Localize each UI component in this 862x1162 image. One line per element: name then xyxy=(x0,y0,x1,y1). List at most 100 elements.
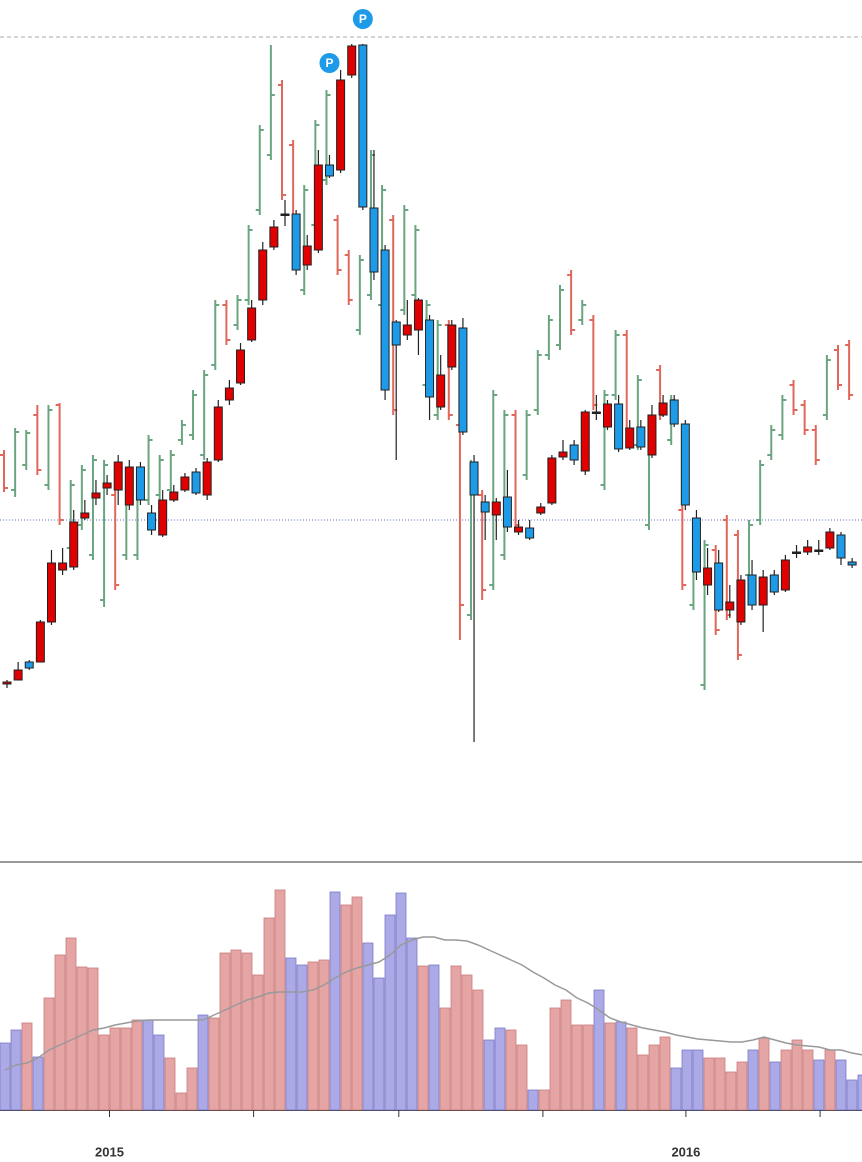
volume-bar xyxy=(197,1014,209,1111)
candle-body xyxy=(336,79,346,171)
volume-bar xyxy=(87,967,99,1111)
candle-body xyxy=(380,249,390,391)
volume-bar xyxy=(582,1024,594,1111)
volume-bar xyxy=(65,937,77,1111)
volume-bar xyxy=(252,974,264,1111)
volume-bar xyxy=(120,1027,132,1111)
candle-body xyxy=(625,427,635,449)
volume-bar xyxy=(406,937,418,1111)
candle-body xyxy=(758,576,768,606)
volume-bar xyxy=(98,1034,110,1111)
candle-body xyxy=(313,164,323,251)
volume-bar xyxy=(32,1056,44,1111)
volume-bar xyxy=(241,952,253,1111)
candle-body xyxy=(436,374,446,408)
candle-body xyxy=(736,579,746,623)
volume-bar xyxy=(153,1034,165,1111)
candle-body xyxy=(13,669,23,681)
candle-body xyxy=(236,349,246,384)
candle-body xyxy=(180,476,190,491)
volume-bar xyxy=(175,1092,187,1111)
candle-body xyxy=(558,451,568,458)
volume-bar xyxy=(428,964,440,1111)
volume-bar xyxy=(835,1059,847,1111)
candle-body xyxy=(391,321,401,346)
volume-bar xyxy=(516,1044,528,1111)
volume-bar xyxy=(461,974,473,1111)
candle-body xyxy=(725,601,735,611)
candle-body xyxy=(124,466,134,506)
volume-bar xyxy=(681,1049,693,1111)
volume-bar xyxy=(21,1022,33,1111)
candle-body xyxy=(747,574,757,606)
volume-bar xyxy=(802,1049,814,1111)
candle-body xyxy=(447,324,457,368)
volume-bar xyxy=(857,1074,862,1111)
volume-bar xyxy=(659,1036,671,1111)
volume-bar xyxy=(340,904,352,1111)
candle-body xyxy=(580,411,590,472)
volume-bar xyxy=(758,1037,770,1111)
candle-body xyxy=(825,531,835,549)
candle-body xyxy=(792,551,802,554)
volume-bar xyxy=(494,1027,506,1111)
candle-body xyxy=(536,506,546,514)
candle-body xyxy=(91,492,101,499)
candle-body xyxy=(703,567,713,586)
volume-bar xyxy=(274,889,286,1111)
candle-body xyxy=(147,512,157,531)
candle-body xyxy=(80,512,90,519)
candle-body xyxy=(591,411,601,414)
candle-body xyxy=(24,661,34,669)
candle-body xyxy=(191,471,201,494)
candle-body xyxy=(258,249,268,301)
volume-bar xyxy=(670,1067,682,1111)
volume-bar xyxy=(373,977,385,1111)
candle-body xyxy=(224,387,234,401)
volume-bar xyxy=(846,1079,858,1111)
candle-body xyxy=(491,501,501,516)
volume-bar xyxy=(505,1029,517,1111)
volume-bar xyxy=(318,959,330,1111)
candle-body xyxy=(836,534,846,559)
candle-body xyxy=(213,406,223,461)
volume-bar xyxy=(142,1019,154,1111)
volume-bar xyxy=(648,1044,660,1111)
candle-body xyxy=(425,319,435,398)
volume-bar xyxy=(725,1071,737,1111)
candle-body xyxy=(35,621,45,663)
candle-body xyxy=(158,499,168,536)
candle-body xyxy=(714,562,724,611)
volume-bar xyxy=(263,917,275,1111)
volume-bar xyxy=(439,1007,451,1111)
volume-bar xyxy=(747,1049,759,1111)
candle-body xyxy=(413,299,423,331)
volume-bar xyxy=(483,1039,495,1111)
volume-bar xyxy=(615,1021,627,1111)
candle-body xyxy=(2,681,12,685)
volume-bar xyxy=(571,1024,583,1111)
volume-bar xyxy=(285,957,297,1111)
candle-body xyxy=(547,457,557,504)
volume-bar xyxy=(417,965,429,1111)
candle-body xyxy=(636,426,646,448)
volume-bar xyxy=(0,1042,11,1111)
volume-bar xyxy=(296,964,308,1111)
candle-body xyxy=(69,521,79,568)
volume-bar xyxy=(329,891,341,1111)
volume-bar xyxy=(780,1049,792,1111)
volume-bar xyxy=(714,1057,726,1111)
candle-body xyxy=(691,517,701,573)
candle-body xyxy=(780,559,790,591)
annotation-marker xyxy=(319,53,340,73)
volume-bar xyxy=(109,1027,121,1111)
candle-body xyxy=(358,44,368,208)
volume-bar xyxy=(692,1049,704,1111)
volume-bar xyxy=(813,1059,825,1111)
candle-body xyxy=(814,549,824,552)
volume-bar xyxy=(219,952,231,1111)
candle-body xyxy=(280,213,290,216)
candle-body xyxy=(324,164,334,177)
volume-bar xyxy=(593,989,605,1111)
